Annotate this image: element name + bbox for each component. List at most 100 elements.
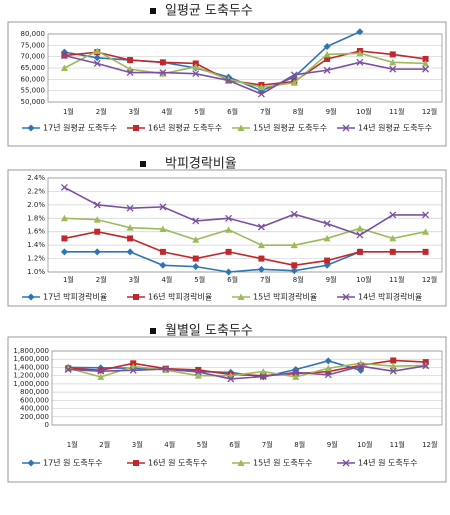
title-bullet bbox=[150, 8, 156, 14]
marker bbox=[422, 248, 429, 255]
marker bbox=[324, 257, 331, 264]
y-tick-label: 1,800,000 bbox=[13, 347, 49, 355]
marker bbox=[227, 375, 235, 383]
marker bbox=[291, 262, 298, 269]
y-tick-label: 2.2% bbox=[27, 187, 45, 195]
marker bbox=[259, 373, 267, 380]
marker bbox=[422, 362, 430, 370]
marker bbox=[93, 248, 101, 256]
marker bbox=[257, 83, 265, 91]
chart-frame bbox=[7, 169, 447, 307]
marker bbox=[126, 248, 134, 256]
y-tick-label: 1.8% bbox=[27, 214, 45, 222]
y-tick-label: 1.2% bbox=[27, 255, 45, 263]
marker bbox=[192, 255, 199, 262]
marker bbox=[133, 294, 139, 300]
marker bbox=[225, 248, 232, 255]
marker bbox=[422, 59, 430, 67]
y-tick-label: 400,000 bbox=[20, 405, 49, 413]
marker bbox=[225, 268, 233, 276]
marker bbox=[257, 90, 265, 98]
marker bbox=[323, 42, 331, 50]
marker bbox=[194, 372, 202, 379]
marker bbox=[133, 125, 139, 131]
series-line bbox=[64, 217, 426, 246]
legend-label: 16년 박피경락비율 bbox=[148, 292, 212, 302]
marker bbox=[127, 57, 134, 64]
series-line bbox=[68, 365, 426, 380]
legend-label: 14년 원평균 도축두수 bbox=[358, 123, 432, 133]
x-tick-label: 5월 bbox=[194, 275, 205, 284]
marker bbox=[422, 65, 430, 73]
x-tick-label: 4월 bbox=[164, 440, 175, 449]
x-tick-label: 6월 bbox=[227, 275, 238, 284]
marker bbox=[237, 459, 245, 466]
y-tick-label: 1,400,000 bbox=[13, 363, 49, 371]
marker bbox=[93, 47, 101, 54]
marker bbox=[225, 214, 233, 222]
marker bbox=[159, 69, 167, 76]
marker bbox=[356, 231, 364, 239]
y-tick-label: 1.4% bbox=[27, 241, 45, 249]
y-tick-label: 200,000 bbox=[20, 413, 49, 421]
x-tick-label: 1월 bbox=[63, 275, 74, 284]
x-tick-label: 5월 bbox=[194, 107, 205, 116]
marker bbox=[192, 236, 200, 243]
marker bbox=[27, 459, 35, 467]
marker bbox=[129, 366, 137, 374]
marker bbox=[292, 368, 300, 376]
x-tick-label: 10월 bbox=[356, 107, 371, 116]
marker bbox=[60, 214, 68, 222]
x-tick-label: 1월 bbox=[63, 107, 74, 116]
x-tick-label: 6월 bbox=[229, 440, 240, 449]
legend-label: 17년 원 도축두수 bbox=[43, 458, 102, 468]
marker bbox=[194, 368, 202, 376]
marker bbox=[323, 66, 331, 74]
chart-title: 월별일 도축두수 bbox=[165, 324, 253, 339]
y-tick-label: 1.6% bbox=[27, 228, 45, 236]
x-tick-label: 7월 bbox=[260, 275, 271, 284]
marker bbox=[325, 368, 332, 375]
series-line bbox=[64, 230, 426, 267]
marker bbox=[97, 367, 105, 375]
marker bbox=[60, 52, 68, 59]
marker bbox=[290, 267, 298, 275]
title-bullet bbox=[150, 328, 156, 334]
chart-frame bbox=[7, 21, 447, 147]
marker bbox=[422, 228, 430, 235]
marker bbox=[389, 51, 396, 58]
marker bbox=[389, 248, 396, 255]
x-tick-label: 8월 bbox=[293, 107, 304, 116]
marker bbox=[389, 234, 397, 242]
x-tick-label: 9월 bbox=[326, 107, 337, 116]
y-tick-label: 2.0% bbox=[27, 201, 45, 209]
x-tick-label: 3월 bbox=[129, 275, 140, 284]
legend-label: 16년 원평균 도축두수 bbox=[148, 123, 222, 133]
legend-label: 14년 박피경락비율 bbox=[358, 292, 422, 302]
marker bbox=[64, 366, 72, 373]
marker bbox=[192, 70, 200, 78]
marker bbox=[389, 362, 397, 370]
marker bbox=[225, 77, 233, 84]
marker bbox=[357, 362, 365, 370]
marker bbox=[356, 28, 364, 36]
series-line bbox=[64, 50, 426, 89]
y-tick-label: 1,200,000 bbox=[13, 372, 49, 380]
marker bbox=[133, 460, 139, 466]
chart-frame bbox=[7, 336, 447, 483]
y-tick-label: 2.4% bbox=[27, 174, 45, 182]
marker bbox=[195, 366, 202, 373]
marker bbox=[323, 234, 331, 242]
marker bbox=[93, 54, 101, 62]
plot-border bbox=[51, 350, 443, 426]
x-tick-label: 5월 bbox=[197, 440, 208, 449]
marker bbox=[422, 211, 430, 219]
series-line bbox=[64, 54, 426, 95]
y-tick-label: 1,600,000 bbox=[13, 355, 49, 363]
x-tick-label: 11월 bbox=[389, 107, 404, 116]
marker bbox=[290, 241, 298, 249]
legend-label: 15년 원평균 도축두수 bbox=[253, 123, 327, 133]
marker bbox=[356, 248, 363, 255]
marker bbox=[342, 293, 350, 301]
marker bbox=[127, 235, 134, 242]
